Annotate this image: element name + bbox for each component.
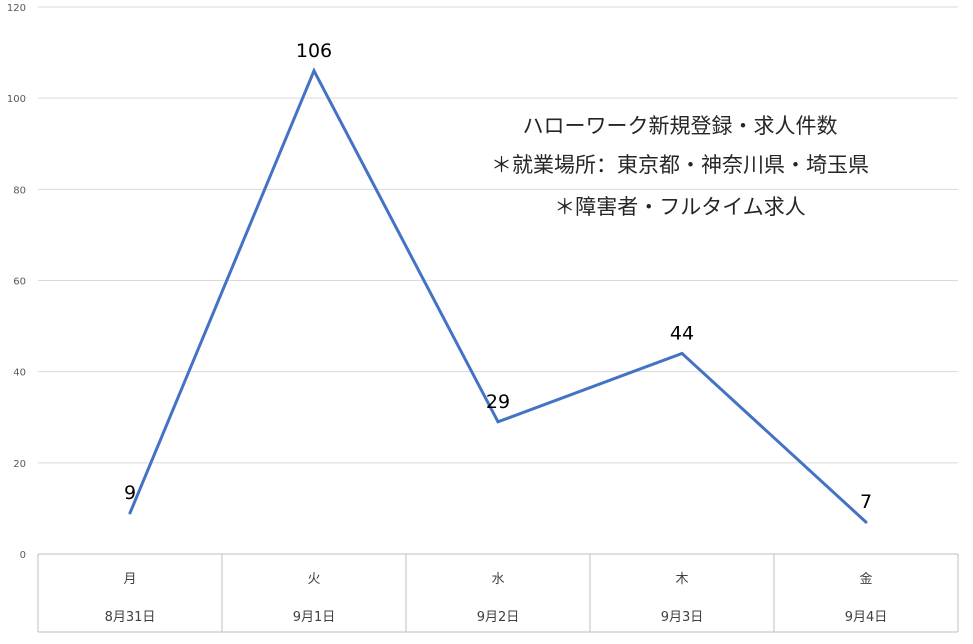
data-point: [496, 420, 500, 424]
data-label: 9: [124, 482, 136, 504]
x-tick-label-day: 月: [123, 572, 136, 587]
x-tick-label-date: 9月2日: [477, 610, 520, 625]
annotation-line-1: ハローワーク新規登録・求人件数: [523, 114, 838, 138]
data-label: 29: [486, 391, 510, 413]
annotation-line-2: ＊就業場所：東京都・神奈川県・埼玉県: [491, 153, 869, 177]
gridlines: [38, 6, 958, 464]
y-tick-label: 100: [7, 94, 26, 105]
x-tick-label-day: 水: [491, 572, 504, 587]
x-tick-label-date: 9月1日: [293, 610, 336, 625]
data-labels: 9 106 29 44 7: [124, 40, 872, 513]
y-tick-label: 80: [13, 185, 26, 196]
data-point: [128, 511, 132, 515]
data-point: [312, 69, 316, 73]
x-tick-label-date: 9月4日: [845, 610, 888, 625]
data-label: 7: [860, 491, 872, 513]
x-tick-label-day: 木: [675, 572, 688, 587]
axes: 0 20 40 60 80 100 120 月 8月31日 火 9月1日 水 9月2日 木 9月3日 金 9月4…: [7, 3, 959, 633]
data-label: 106: [296, 40, 332, 62]
x-tick-label-date: 9月3日: [661, 610, 704, 625]
y-tick-label: 20: [13, 459, 26, 470]
series-line-0: [128, 67, 868, 524]
data-label: 44: [670, 322, 694, 344]
annotation-line-3: ＊障害者・フルタイム求人: [554, 195, 806, 219]
y-tick-label: 60: [13, 277, 26, 288]
y-tick-label: 0: [20, 550, 26, 561]
x-tick-label-day: 火: [307, 572, 320, 587]
y-tick-label: 120: [7, 3, 26, 14]
annotation-text-block: ハローワーク新規登録・求人件数 ＊就業場所：東京都・神奈川県・埼玉県 ＊障害者・…: [491, 114, 869, 219]
data-point: [680, 351, 684, 355]
x-tick-label-date: 8月31日: [105, 610, 156, 625]
y-tick-label: 40: [13, 368, 26, 379]
data-point: [864, 520, 868, 524]
x-tick-label-day: 金: [859, 571, 872, 587]
series-layer: [128, 67, 868, 524]
